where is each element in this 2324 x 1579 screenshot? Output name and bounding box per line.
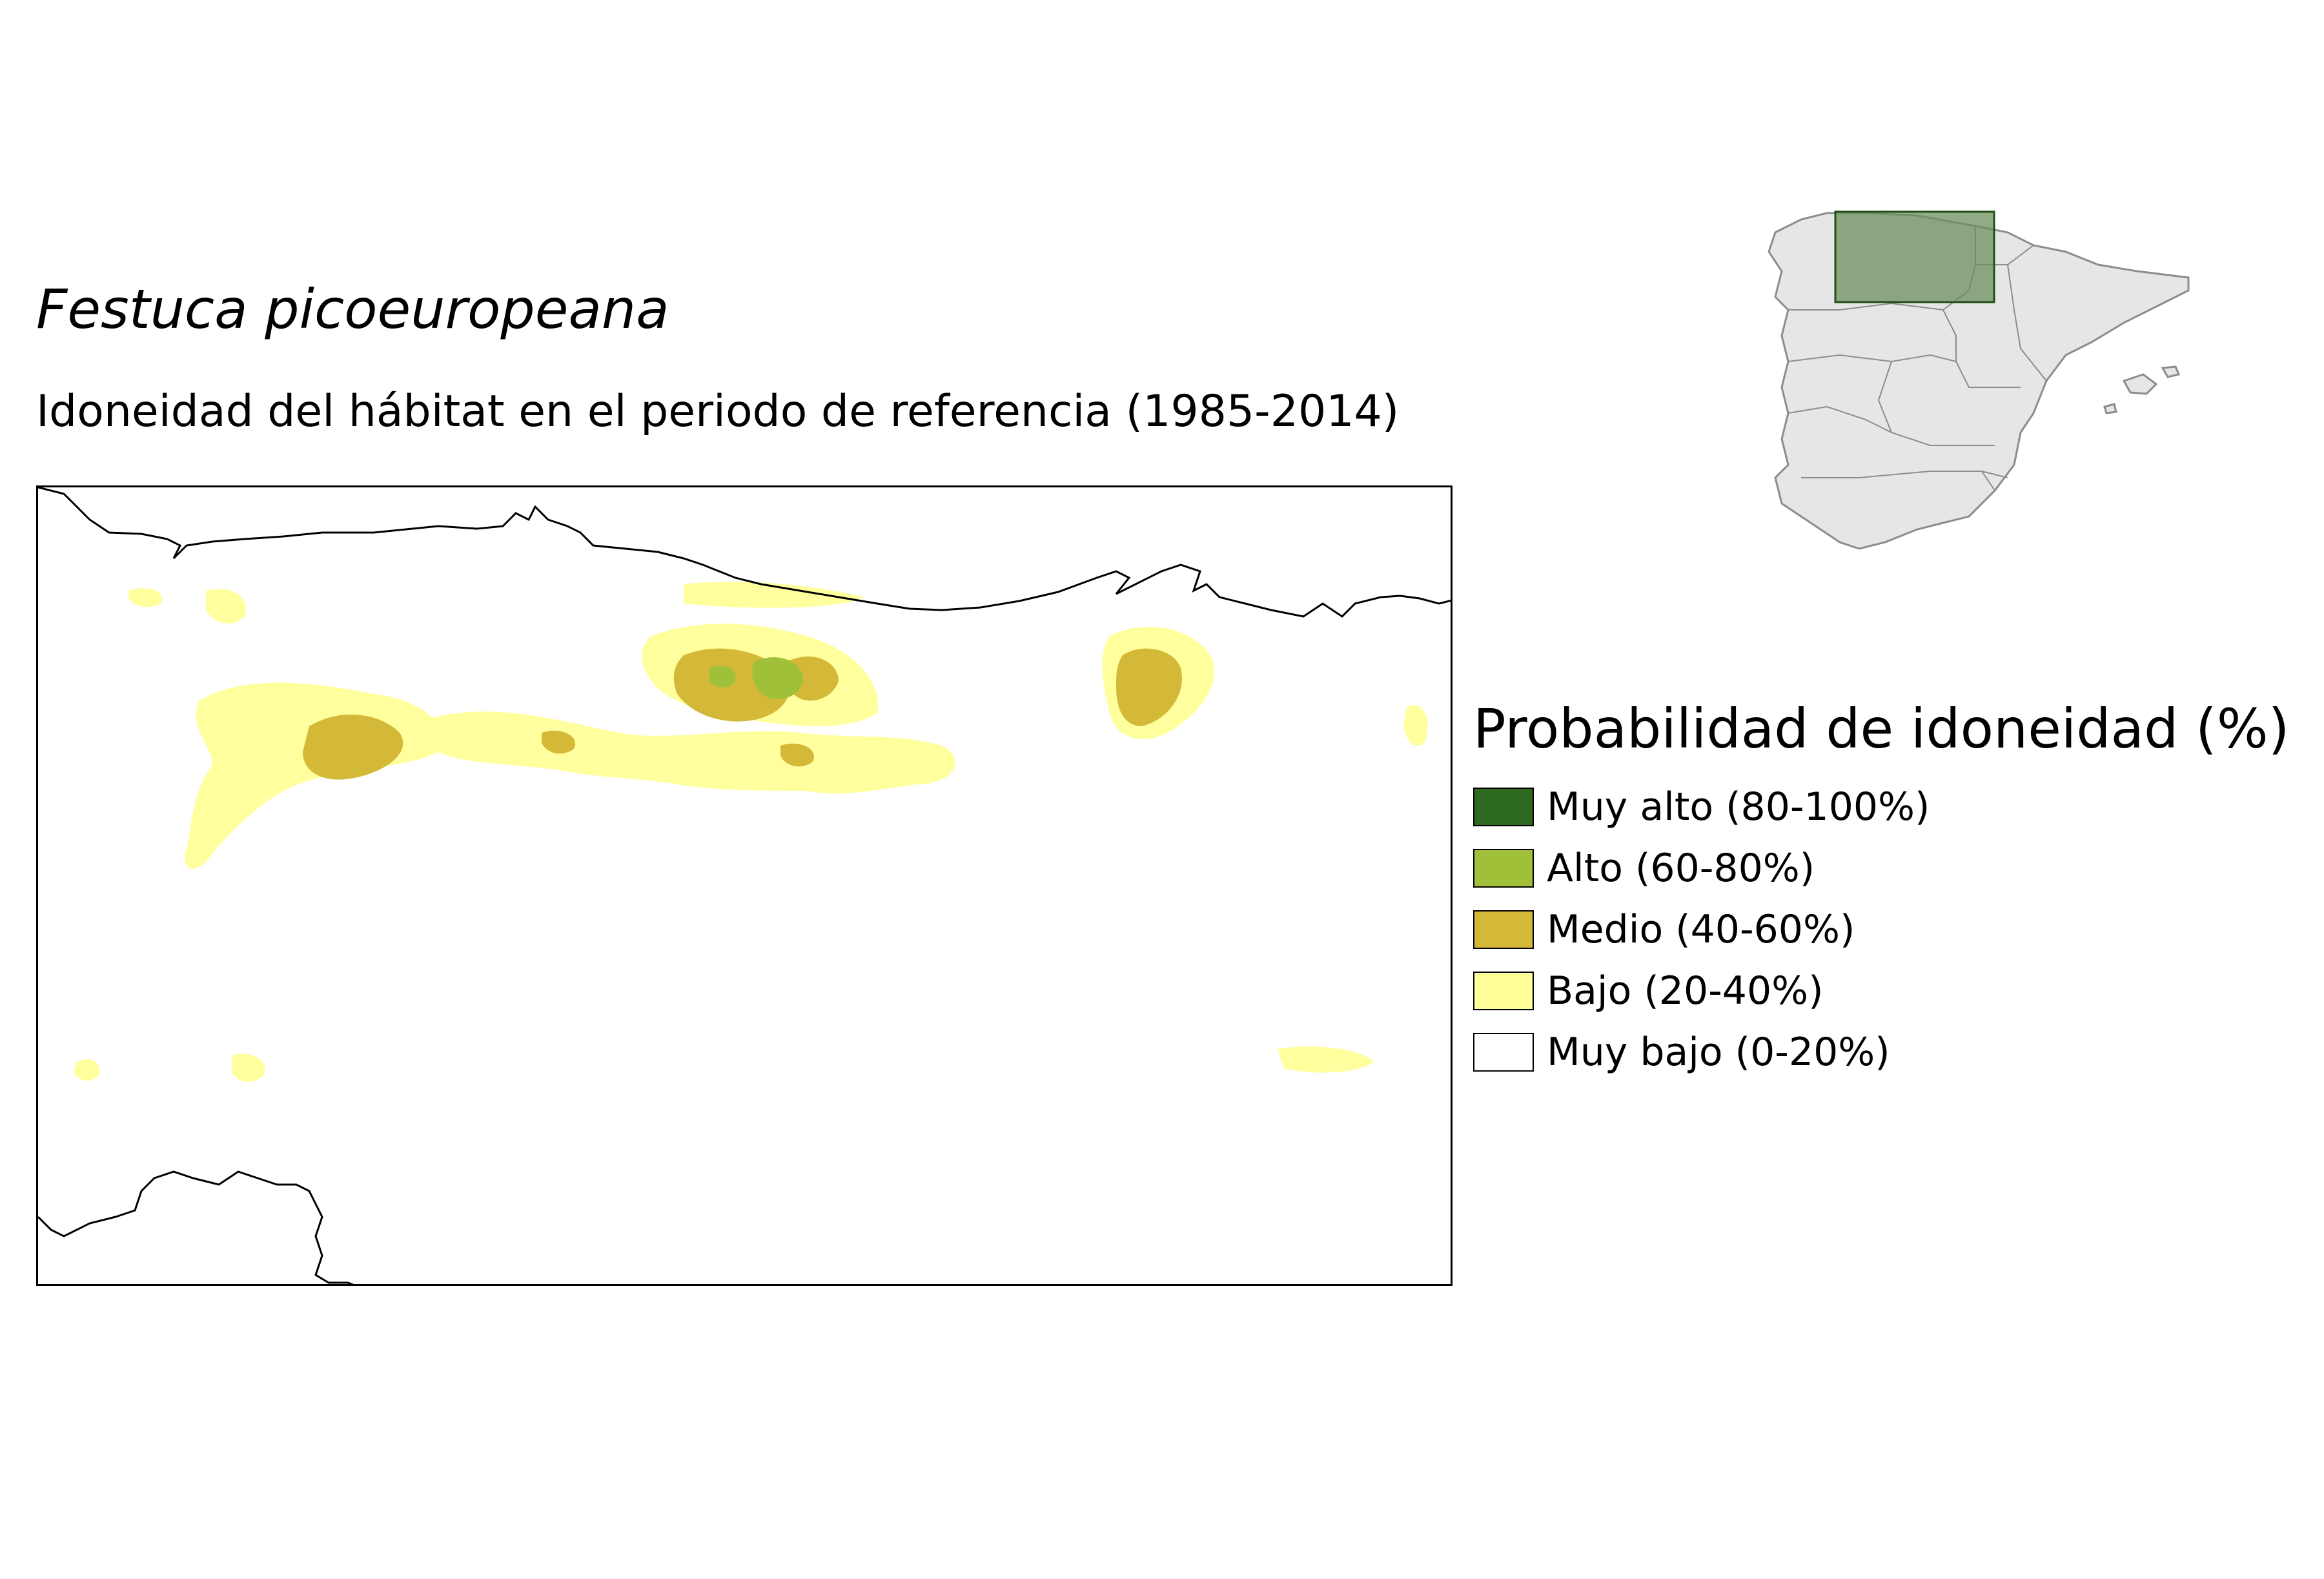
legend-item-alto: Alto (60-80%) — [1473, 837, 2289, 899]
study-extent-box — [1834, 210, 1995, 303]
balearic-islands — [2103, 365, 2181, 414]
legend-swatch — [1473, 1032, 1534, 1072]
legend-item-bajo: Bajo (20-40%) — [1473, 960, 2289, 1021]
legend-label: Medio (40-60%) — [1547, 906, 1855, 952]
legend-label: Muy bajo (0-20%) — [1547, 1029, 1890, 1075]
southwest-border — [38, 1170, 354, 1284]
alto-patches — [709, 657, 803, 700]
suitability-layer — [74, 582, 1428, 1082]
legend-swatch — [1473, 848, 1534, 888]
legend-item-muy-bajo: Muy bajo (0-20%) — [1473, 1021, 2289, 1083]
main-map — [36, 485, 1452, 1286]
legend-swatch — [1473, 787, 1534, 826]
legend-item-muy-alto: Muy alto (80-100%) — [1473, 776, 2289, 837]
legend-item-medio: Medio (40-60%) — [1473, 899, 2289, 960]
legend-swatch — [1473, 971, 1534, 1010]
legend-label: Muy alto (80-100%) — [1547, 784, 1930, 830]
medio-patches — [303, 648, 1182, 780]
legend-swatch — [1473, 910, 1534, 949]
legend-title: Probabilidad de idoneidad (%) — [1473, 697, 2290, 760]
map-subtitle: Idoneidad del hábitat en el periodo de r… — [36, 386, 1400, 437]
species-name: Festuca picoeuropeana — [36, 278, 669, 341]
legend: Probabilidad de idoneidad (%) Muy alto (… — [1473, 697, 2289, 1083]
spain-locator-map — [1762, 194, 2208, 581]
region-borders — [1788, 226, 2047, 491]
legend-label: Alto (60-80%) — [1547, 845, 1815, 891]
legend-label: Bajo (20-40%) — [1547, 968, 1824, 1014]
north-coastline — [38, 487, 1451, 618]
